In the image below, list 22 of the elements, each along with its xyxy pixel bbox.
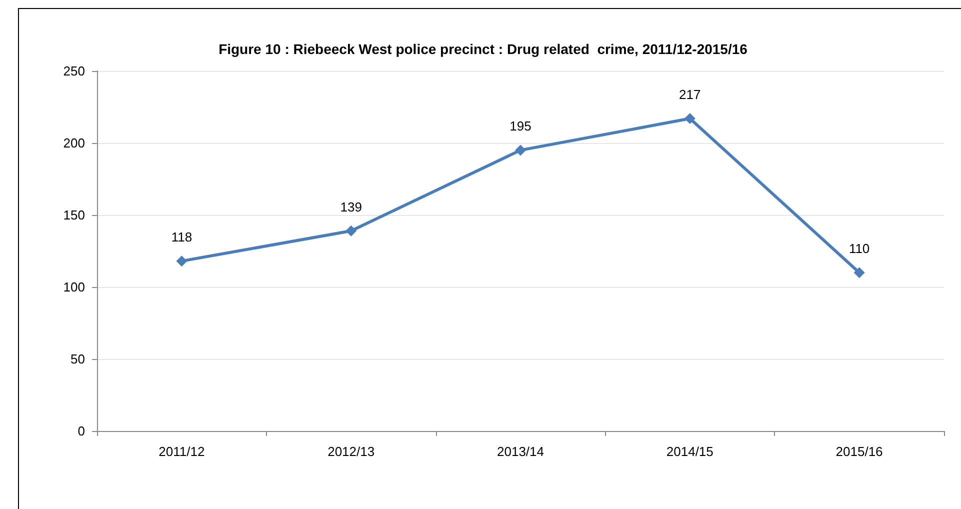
- point: [515, 144, 526, 156]
- data-label: 139: [340, 199, 362, 214]
- x-tick-label: 2013/14: [497, 444, 544, 459]
- x-tick-label: 2012/13: [328, 444, 375, 459]
- chart-title: Figure 10 : Riebeeck West police precinct : Drug related crime, 2011/12-2015/16: [218, 41, 748, 57]
- point: [346, 225, 357, 236]
- y-tick-label: 100: [63, 280, 85, 294]
- data-label: 110: [848, 241, 870, 256]
- data-label: 195: [510, 118, 532, 134]
- y-tick-label: 150: [63, 208, 85, 222]
- point: [684, 113, 696, 124]
- x-tick-label: 2015/16: [836, 444, 883, 459]
- y-tick-label: 0: [78, 424, 85, 438]
- point: [854, 267, 865, 278]
- data-label: 217: [679, 87, 701, 102]
- y-tick-label: 250: [63, 64, 85, 78]
- x-tick-label: 2011/12: [158, 444, 205, 459]
- y-tick-label: 50: [70, 352, 85, 366]
- data-label: 118: [171, 230, 192, 245]
- point: [176, 256, 188, 267]
- x-tick-label: 2014/15: [666, 444, 714, 459]
- y-tick-label: 200: [63, 136, 85, 150]
